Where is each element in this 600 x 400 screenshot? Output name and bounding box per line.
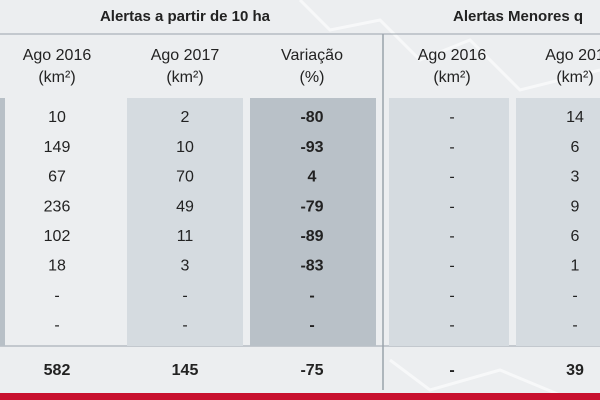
edge-strip	[0, 98, 5, 346]
cell: -89	[300, 228, 323, 245]
column-band	[516, 98, 600, 346]
group-title: Alertas a partir de 10 ha	[100, 8, 271, 25]
cell: -80	[300, 109, 323, 126]
total-cell: 145	[172, 362, 199, 379]
cell: -	[449, 317, 454, 334]
cell: 1	[571, 258, 580, 275]
cell: 236	[44, 198, 71, 215]
column-band	[250, 98, 376, 346]
cell: -	[309, 317, 314, 334]
cell: 149	[44, 139, 71, 156]
cell: -	[449, 198, 454, 215]
total-cell: 582	[44, 362, 71, 379]
cell: -83	[300, 258, 323, 275]
footer-bar	[0, 393, 600, 400]
cell: 67	[48, 169, 66, 186]
group-title: Alertas Menores q	[453, 8, 583, 25]
cell: 70	[176, 169, 194, 186]
column-unit: (km²)	[433, 69, 470, 86]
column-unit: (km²)	[38, 69, 75, 86]
column-band	[389, 98, 509, 346]
total-cell: -	[449, 362, 454, 379]
cell: -	[449, 139, 454, 156]
column-band	[127, 98, 243, 346]
cell: -93	[300, 139, 323, 156]
cell: 4	[308, 169, 317, 186]
cell: 18	[48, 258, 66, 275]
cell: -	[572, 317, 577, 334]
map-outline	[389, 358, 561, 397]
column-header: Ago 2017	[151, 47, 220, 64]
column-unit: (%)	[300, 69, 325, 86]
cell: -	[309, 287, 314, 304]
cell: -	[182, 287, 187, 304]
cell: -	[54, 317, 59, 334]
column-unit: (km²)	[556, 69, 593, 86]
cell: 9	[571, 198, 580, 215]
cell: -	[449, 287, 454, 304]
cell: -	[449, 169, 454, 186]
cell: 3	[571, 169, 580, 186]
column-header: Ago 2016	[23, 47, 92, 64]
cell: -	[54, 287, 59, 304]
cell: 11	[177, 228, 194, 245]
total-cell: 39	[566, 362, 584, 379]
cell: 3	[181, 258, 190, 275]
cell: -	[449, 109, 454, 126]
column-unit: (km²)	[166, 69, 203, 86]
cell: -79	[300, 198, 323, 215]
cell: 14	[566, 109, 584, 126]
cell: -	[572, 287, 577, 304]
column-header: Variação	[281, 47, 343, 64]
cell: 6	[571, 139, 580, 156]
cell: -	[182, 317, 187, 334]
cell: -	[449, 258, 454, 275]
cell: 10	[176, 139, 194, 156]
cell: -	[449, 228, 454, 245]
column-header: Ago 2016	[418, 47, 487, 64]
column-header: Ago 201	[545, 47, 600, 64]
cell: 2	[181, 109, 190, 126]
cell: 102	[44, 228, 71, 245]
total-cell: -75	[300, 362, 323, 379]
cell: 6	[571, 228, 580, 245]
cell: 49	[176, 198, 194, 215]
map-outline	[298, 0, 600, 92]
cell: 10	[48, 109, 66, 126]
